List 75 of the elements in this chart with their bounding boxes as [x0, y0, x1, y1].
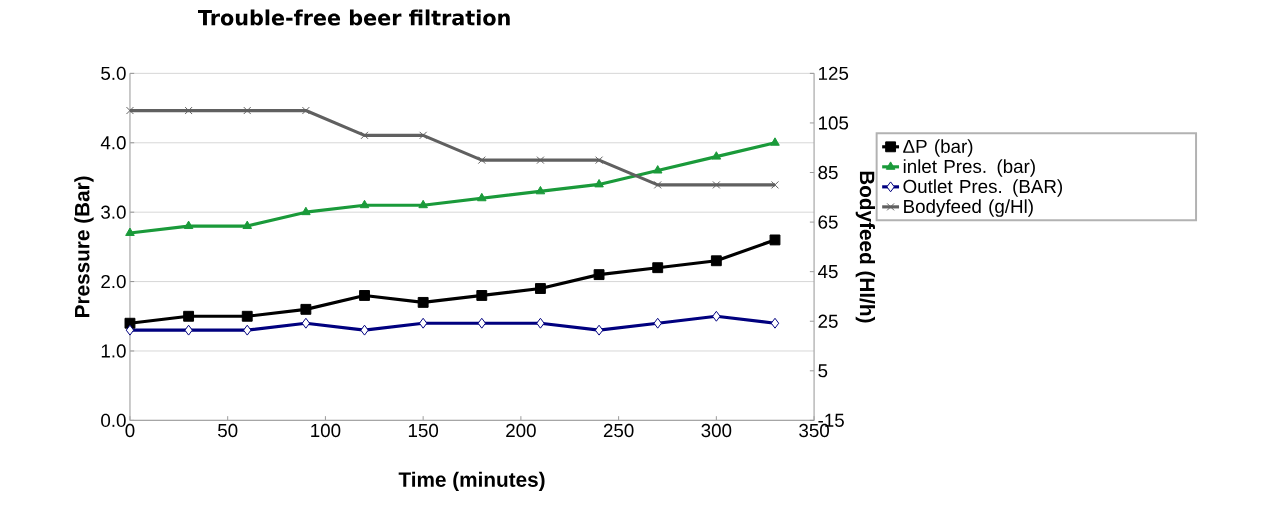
point — [241, 311, 253, 322]
y2-tick-label: 85 — [818, 166, 838, 180]
y-tick-label: 0.0 — [101, 413, 126, 428]
point — [125, 324, 135, 336]
y2-tick-label: 45 — [818, 265, 838, 279]
point — [593, 269, 605, 281]
y-axis-title: Pressure (Bar) — [74, 176, 94, 318]
legend-label: ΔP (bar) — [903, 139, 973, 157]
x-tick-label: 50 — [218, 424, 238, 438]
y2-axis-title: Bodyfeed (Hl/h) — [855, 171, 875, 323]
point — [594, 324, 604, 336]
y2-tick-label: 125 — [819, 66, 849, 81]
point — [183, 220, 194, 230]
x-axis-title: Time (minutes) — [398, 471, 545, 492]
y2-tick-label: 105 — [819, 116, 849, 130]
point — [771, 181, 779, 190]
point — [770, 318, 780, 329]
point — [125, 227, 135, 237]
point — [418, 318, 428, 329]
point — [301, 318, 311, 329]
point — [418, 200, 428, 209]
point — [653, 318, 662, 329]
legend-label: Bodyfeed (g/Hl) — [904, 199, 1033, 218]
point — [359, 200, 370, 209]
point — [595, 156, 604, 165]
point — [477, 193, 487, 202]
y-tick-label: 1.0 — [101, 344, 126, 358]
x-tick-label: 0 — [125, 424, 135, 438]
point — [652, 262, 664, 274]
point — [653, 181, 662, 190]
point — [301, 106, 310, 115]
y2-tick-label: 65 — [818, 215, 838, 229]
x-tick-label: 300 — [701, 424, 732, 438]
x-tick-label: 150 — [408, 424, 439, 438]
point — [183, 311, 195, 322]
point — [360, 131, 369, 140]
point — [476, 290, 488, 302]
x-tick-label: 200 — [506, 424, 536, 438]
point — [712, 311, 721, 322]
point — [710, 255, 722, 267]
point — [536, 318, 545, 329]
point — [359, 290, 370, 302]
point — [300, 304, 312, 316]
point — [419, 131, 428, 140]
point — [535, 186, 546, 195]
point — [652, 165, 663, 174]
y2-tick-label: 5 — [818, 364, 828, 378]
point — [417, 297, 429, 309]
point — [301, 206, 311, 216]
legend-label: Outlet Pres. (BAR) — [903, 179, 1063, 198]
point — [243, 106, 252, 115]
legend-label: inlet Pres. (bar) — [903, 159, 1035, 178]
point — [770, 137, 780, 146]
chart-title: Trouble-free beer filtration — [198, 9, 510, 26]
point — [477, 318, 486, 329]
point — [243, 324, 252, 336]
point — [769, 234, 781, 246]
y-tick-label: 5.0 — [101, 66, 126, 81]
x-tick-label: 100 — [311, 424, 341, 438]
point — [242, 220, 253, 230]
y-tick-label: 2.0 — [101, 275, 126, 289]
point — [477, 156, 486, 165]
x-tick-label: 250 — [603, 424, 634, 438]
point — [711, 151, 722, 160]
point — [125, 106, 134, 115]
point — [184, 324, 193, 336]
y-tick-label: 4.0 — [100, 136, 126, 150]
point — [712, 181, 721, 190]
y-tick-label: 3.0 — [101, 205, 126, 220]
y2-tick-label: 25 — [818, 314, 838, 329]
point — [535, 283, 546, 295]
point — [360, 324, 369, 336]
point — [536, 156, 545, 165]
point — [184, 106, 193, 115]
point — [594, 179, 604, 188]
